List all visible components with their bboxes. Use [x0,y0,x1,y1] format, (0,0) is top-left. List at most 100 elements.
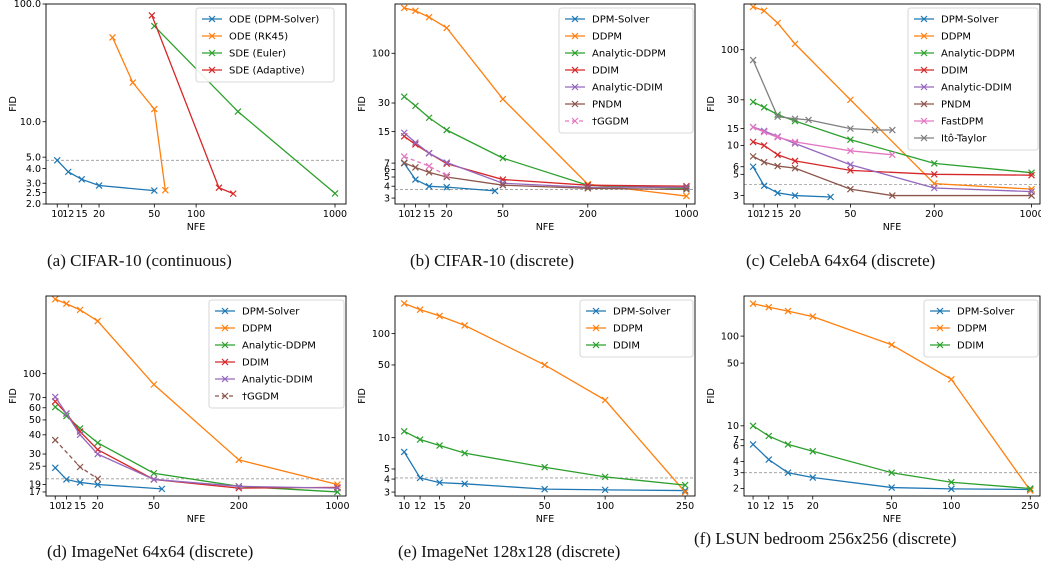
data-point [774,162,782,170]
data-point [334,484,341,492]
legend-item: DPM-Solver [930,307,1015,318]
legend-label: DPM-Solver [242,307,300,318]
x-tick-label: 12 [763,501,775,512]
data-point [947,478,955,486]
series-DDPM [749,3,1035,193]
legend-item: Analytic-DDIM [215,375,313,386]
legend-marker [571,83,579,91]
data-point [784,307,792,315]
series-line [752,443,1031,491]
panel-caption: (d) ImageNet 64x64 (discrete) [47,542,254,561]
data-point [411,139,419,147]
panel-caption: (a) CIFAR-10 (continuous) [47,251,232,270]
data-point [791,115,799,123]
data-point [601,473,609,481]
y-tick-label: 2.5 [26,188,41,199]
y-tick-label: 100 [372,48,390,59]
data-point [62,412,70,420]
data-point [871,126,879,134]
data-point [749,123,757,131]
data-point [749,163,757,171]
legend-item: ODE (DPM-Solver) [202,15,319,26]
data-point [425,114,433,122]
series-PNDM [749,152,1035,199]
chart-panel-2: 10 12 15 20 50 200 1000345671530100NFEFIDDPM-S… [357,3,699,233]
data-point [400,93,408,101]
data-point [847,161,854,169]
y-axis-label: FID [706,96,717,112]
legend-marker [571,49,579,57]
legend-marker [571,100,579,108]
panel-caption: (f) LSUN bedroom 256x256 (discrete) [694,529,957,548]
x-tick-label: 15 [772,209,784,220]
series-Itô-Taylor [749,56,896,134]
y-tick-label: 2.0 [26,199,41,210]
legend-box [208,299,345,409]
plot-frame [743,3,1041,205]
legend-label: DPM-Solver [613,307,671,318]
legend-label: PNDM [941,100,971,111]
legend-label: †GGDM [592,117,629,128]
x-tick-label: 12 [62,209,74,220]
data-point [774,19,782,27]
legend-label: DDPM [613,324,643,335]
legend-label: Analytic-DDPM [941,49,1015,60]
series-ODE (DPM-Solver) [53,156,158,195]
data-point [491,187,499,195]
data-point [150,381,158,388]
x-tick-label: 15 [782,501,794,512]
data-point [930,159,938,167]
legend-item: DPM-Solver [565,15,650,26]
legend-marker [920,15,928,23]
legend-marker [936,341,944,349]
series-FastDPM [749,123,896,159]
legend: DPM-Solver DDPM DDIM [579,299,694,358]
y-tick-label: 100 [372,329,390,340]
legend-marker [920,32,928,40]
legend-label: SDE (Adaptive) [229,66,305,77]
x-tick-label: 15 [76,209,88,220]
data-point [400,159,408,167]
data-point [930,170,938,178]
legend-marker [208,66,216,74]
x-tick-label: 15 [434,501,446,512]
data-point [760,182,768,190]
data-point [94,317,102,325]
legend-item: Itô-Taylor [914,133,987,145]
panel-caption: (c) CelebA 64x64 (discrete) [746,251,936,270]
x-tick-label: 50 [148,209,160,220]
legend-label: ODE (DPM-Solver) [229,15,319,26]
data-point [425,13,433,21]
data-point [749,138,757,146]
data-point [235,482,243,490]
y-tick-label: 5 [384,464,390,475]
legend-box [907,7,1039,151]
legend: DPM-Solver DDPM DDIM [923,299,1039,358]
data-point [774,189,782,197]
data-point [827,193,834,201]
data-point [229,190,237,198]
legend-item: SDE (Adaptive) [202,66,305,77]
y-tick-label: 3 [733,191,739,202]
data-point [805,116,812,124]
y-tick-label: 10 [727,421,739,432]
data-point [774,151,782,159]
y-tick-label: 6 [733,441,739,452]
x-tick-label: 50 [886,501,898,512]
x-axis-label: NFE [187,514,206,525]
legend-label: Analytic-DDIM [242,375,313,386]
data-point [749,152,757,160]
data-point [888,126,896,134]
data-point [541,361,549,369]
data-point [461,449,469,457]
legend-label: Analytic-DDPM [592,49,666,60]
series-DPM-Solver [400,448,689,495]
legend-marker [221,307,229,315]
series-DDIM [749,138,1035,179]
y-tick-label: 5 [733,170,739,181]
legend-item: DDIM [565,66,619,77]
data-point [749,441,757,448]
data-point [129,79,137,87]
data-point [150,476,158,483]
legend-item: Analytic-DDPM [914,49,1015,60]
